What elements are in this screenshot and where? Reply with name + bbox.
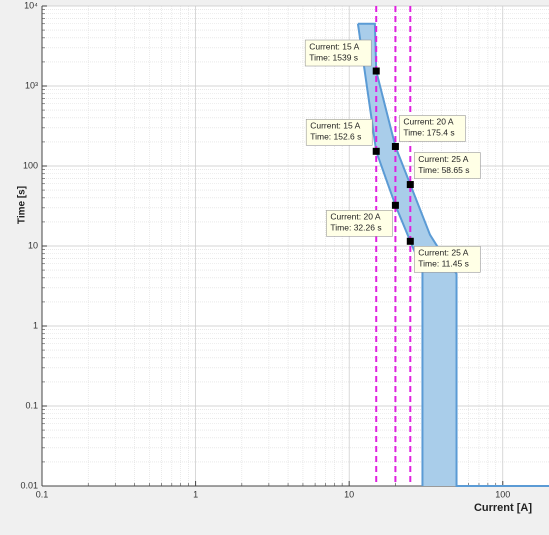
datatip-box — [413, 152, 481, 179]
datatip-box — [304, 39, 372, 67]
y-tick-label: 10 — [28, 240, 38, 250]
y-tick-label: 1 — [33, 320, 38, 330]
x-tick-label: 10 — [344, 489, 354, 499]
y-tick-label: 0.01 — [20, 480, 38, 490]
x-tick-label: 0.1 — [36, 489, 49, 499]
y-tick-label: 10³ — [25, 80, 38, 90]
datatip-text: Current: 15 A — [310, 121, 360, 131]
datatip-marker — [406, 181, 414, 189]
x-axis-label: Current [A] — [474, 502, 532, 514]
datatip-marker — [372, 67, 380, 75]
y-tick-label: 100 — [23, 160, 38, 170]
datatip-marker — [372, 147, 380, 155]
datatip-text: Time: 11.45 s — [418, 259, 469, 269]
y-tick-label: 0.1 — [25, 400, 38, 410]
datatip-text: Current: 20 A — [403, 117, 453, 127]
datatip-text: Current: 15 A — [309, 41, 359, 51]
datatip-text: Current: 20 A — [330, 212, 380, 222]
datatip-text: Time: 1539 s — [309, 52, 358, 62]
datatip-text: Time: 32.26 s — [330, 223, 381, 233]
datatip-text: Current: 25 A — [418, 248, 468, 258]
datatip-marker — [406, 237, 414, 245]
band-edge — [356, 23, 424, 486]
datatip-box — [326, 210, 393, 237]
datatip-text: Time: 175.4 s — [403, 128, 454, 138]
datatip-box — [305, 119, 373, 146]
datatip-text: Current: 25 A — [418, 154, 468, 164]
datatip-marker — [391, 201, 399, 209]
band-fill — [357, 23, 549, 487]
x-tick-label: 100 — [495, 489, 510, 499]
x-tick-label: 1 — [193, 489, 198, 499]
datatip-box — [399, 115, 466, 142]
y-tick-label: 10⁴ — [24, 0, 38, 10]
datatip-text: Time: 152.6 s — [310, 132, 361, 142]
datatip-marker — [391, 142, 399, 150]
datatip-box — [413, 245, 481, 273]
y-axis-label: Time [s] — [17, 186, 28, 224]
datatip-text: Time: 58.65 s — [418, 165, 469, 175]
